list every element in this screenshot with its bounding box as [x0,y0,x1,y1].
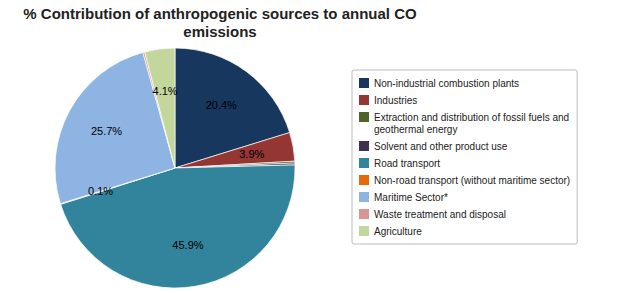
legend-label: Non-road transport (without maritime sec… [374,175,570,186]
data-labels: 20.4% 3.9% 45.9% 0.1% 25.7% 4.1% [88,85,264,251]
legend-swatch [359,209,369,219]
legend-swatch [359,192,369,202]
legend-entry: Industries [359,95,417,106]
legend-label: Industries [374,95,417,106]
pie-slice [145,48,175,168]
legend-entry: Non-road transport (without maritime sec… [359,175,570,186]
legend-label: Agriculture [374,226,422,237]
legend-swatch [359,95,369,105]
legend-swatch [359,141,369,151]
legend-entry: Extraction and distribution of fossil fu… [359,112,569,135]
data-label: 4.1% [153,85,178,97]
title: % Contribution of anthropogenic sources … [23,5,417,40]
legend-label: Maritime Sector* [374,192,448,203]
data-label: 20.4% [206,99,237,111]
legend-swatch [359,226,369,236]
legend-swatch [359,175,369,185]
legend-entry: Solvent and other product use [359,141,508,152]
data-label: 3.9% [239,148,264,160]
legend-swatch [359,78,369,88]
legend-label: Solvent and other product use [374,141,508,152]
legend-entry: Non-industrial combustion plants [359,78,519,89]
legend-swatch [359,158,369,168]
legend-frame [352,70,577,244]
legend-label: Waste treatment and disposal [374,209,506,220]
data-label: 45.9% [172,239,203,251]
legend-label: Extraction and distribution of fossil fu… [374,112,569,135]
legend-entry: Agriculture [359,226,422,237]
pie-slice [175,133,295,168]
chart: % Contribution of anthropogenic sources … [0,0,629,294]
data-label: 0.1% [88,185,113,197]
legend-entry: Road transport [359,158,440,169]
legend-entry: Maritime Sector* [359,192,448,203]
legend-entry: Waste treatment and disposal [359,209,506,220]
legend-swatch [359,112,369,122]
legend: Non-industrial combustion plants Industri… [352,70,577,244]
pie [55,48,295,288]
legend-label: Non-industrial combustion plants [374,78,519,89]
legend-label: Road transport [374,158,440,169]
data-label: 25.7% [91,125,122,137]
